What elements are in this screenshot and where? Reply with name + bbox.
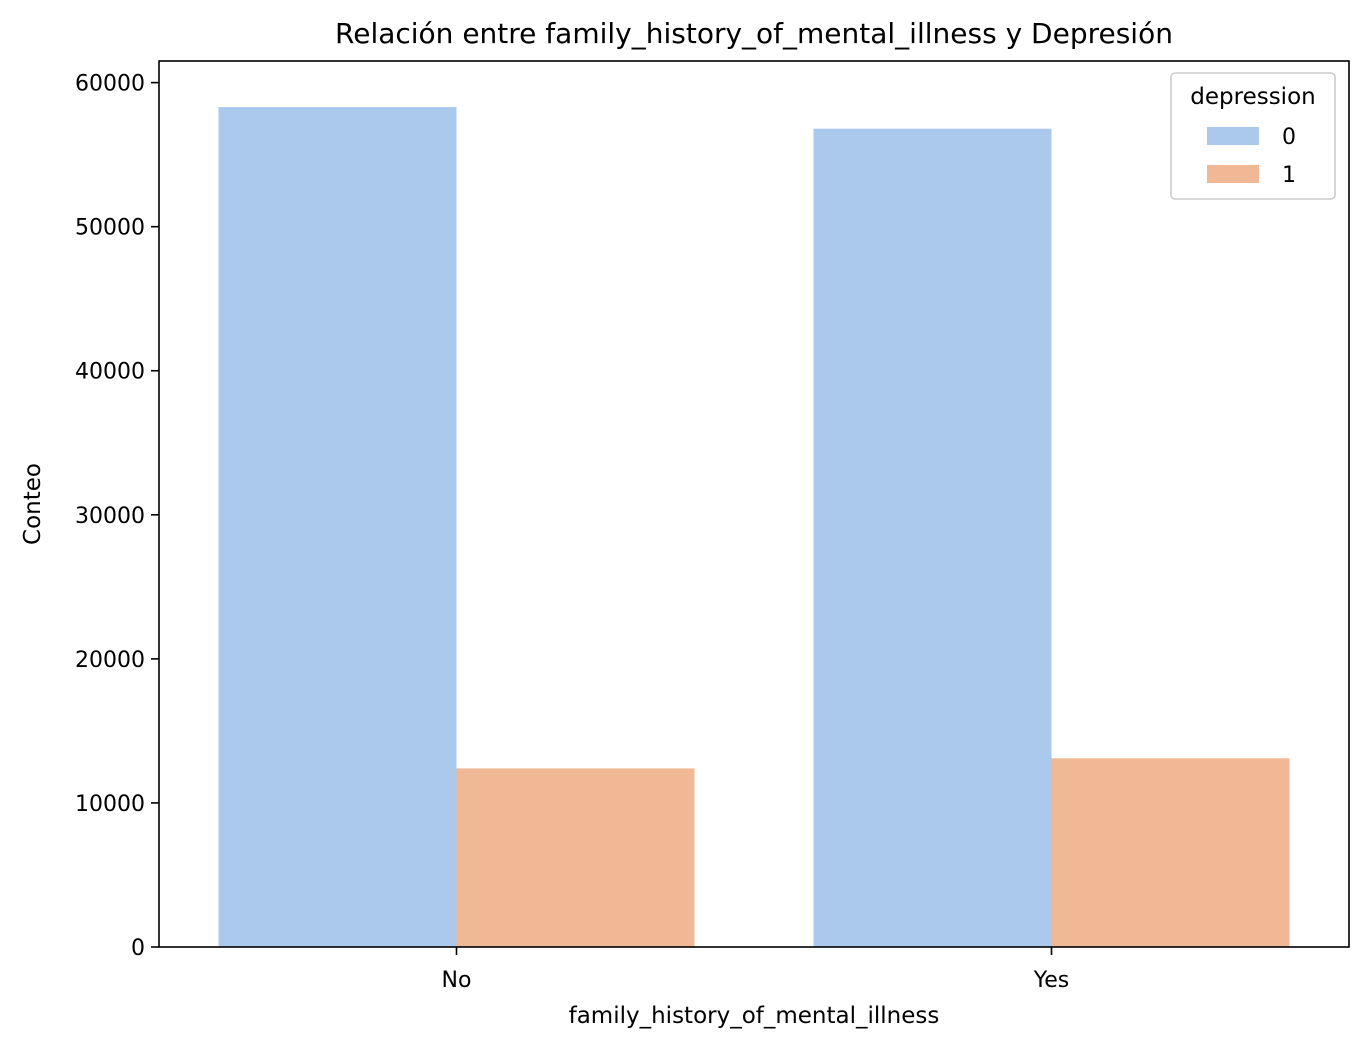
bar-yes-depression-0	[813, 128, 1052, 947]
y-axis: 0 10000 20000 30000 40000 50000 60000	[75, 72, 159, 961]
chart-title: Relación entre family_history_of_mental_…	[335, 17, 1173, 50]
legend-label-1: 1	[1282, 163, 1296, 188]
x-tick-label: No	[442, 968, 472, 993]
bar-no-depression-0	[218, 107, 457, 948]
x-axis-label: family_history_of_mental_illness	[569, 1003, 940, 1029]
y-tick-label: 20000	[75, 648, 145, 673]
legend-swatch-1	[1207, 165, 1259, 183]
y-tick-label: 30000	[75, 504, 145, 529]
y-tick-label: 40000	[75, 360, 145, 385]
y-tick-label: 60000	[75, 72, 145, 97]
plot-frame	[158, 60, 1350, 948]
x-tick-label: Yes	[1033, 968, 1070, 993]
legend-swatch-0	[1207, 127, 1259, 145]
y-axis-label: Conteo	[20, 463, 46, 545]
legend-label-0: 0	[1282, 125, 1296, 150]
y-tick-label: 0	[131, 936, 145, 961]
legend: depression 0 1	[1170, 72, 1336, 200]
y-tick-label: 10000	[75, 792, 145, 817]
bars	[218, 107, 1290, 948]
x-axis: No Yes	[442, 947, 1070, 993]
y-tick-label: 50000	[75, 216, 145, 241]
bar-no-depression-1	[456, 768, 695, 947]
bar-yes-depression-1	[1051, 758, 1290, 947]
legend-title: depression	[1190, 84, 1315, 110]
